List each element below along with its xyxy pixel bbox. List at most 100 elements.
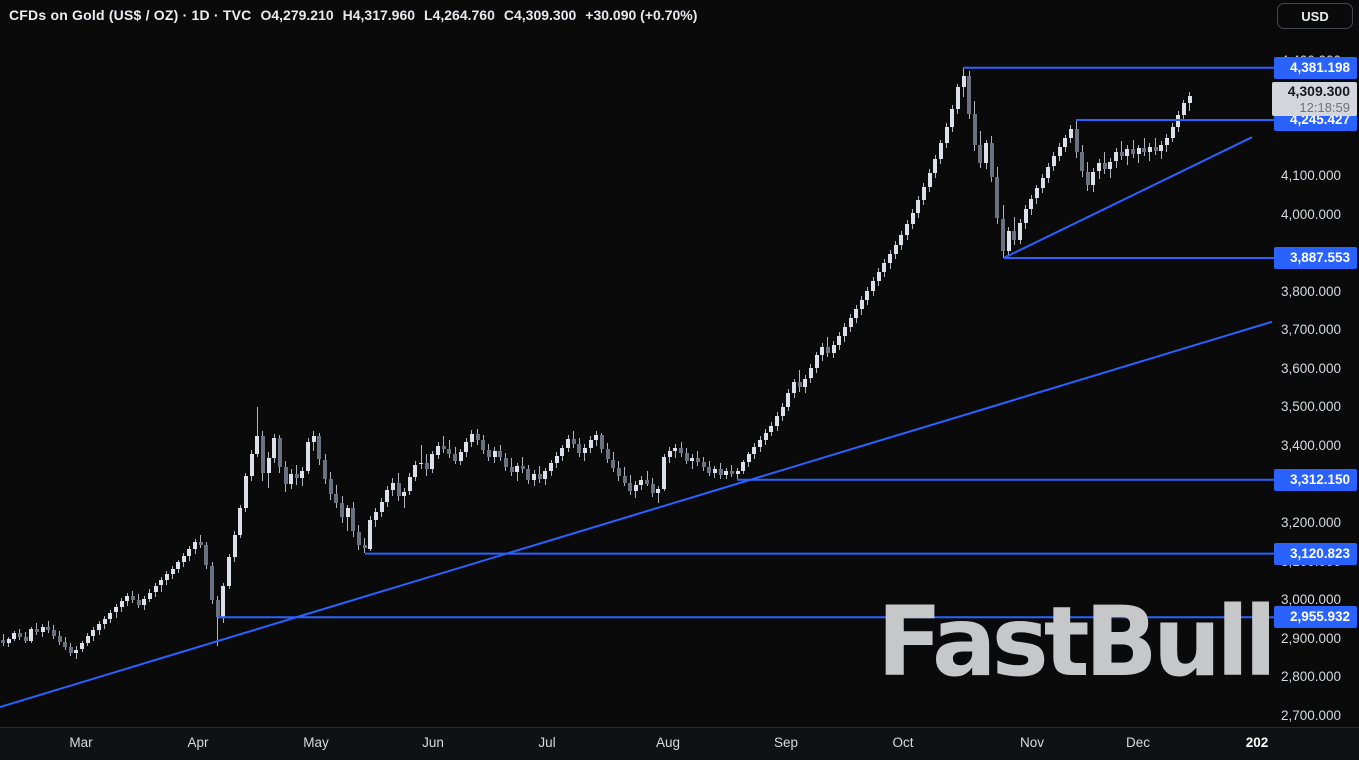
candle-up — [142, 599, 147, 605]
candle-up — [667, 450, 672, 457]
chart-header: CFDs on Gold (US$ / OZ) · 1D · TVC O4,27… — [0, 0, 1359, 30]
price-tick: 3,400.000 — [1281, 438, 1342, 453]
candle-up — [266, 457, 271, 473]
month-label: Mar — [69, 735, 93, 750]
candle-down — [707, 467, 712, 473]
price-level-label[interactable]: 3,887.553 — [1274, 247, 1357, 269]
price-tick: 4,100.000 — [1281, 168, 1342, 184]
candle-up — [554, 455, 559, 464]
price-level-label[interactable]: 4,381.198 — [1274, 56, 1357, 79]
candle-down — [17, 632, 22, 637]
price-tick: 2,800.000 — [1281, 669, 1342, 685]
price-level-label[interactable]: 3,120.823 — [1274, 542, 1357, 565]
candle-up — [379, 501, 384, 513]
candle-up — [227, 557, 231, 586]
candle-down — [1, 639, 5, 643]
candle-up — [905, 224, 909, 235]
candle-down — [68, 647, 73, 654]
candle-down — [503, 457, 508, 468]
candle-up — [85, 635, 90, 644]
candle-up — [769, 425, 774, 433]
candle-up — [1006, 230, 1011, 252]
candle-wick — [691, 453, 693, 470]
candle-up — [532, 473, 537, 480]
candle-up — [955, 87, 960, 109]
candle-up — [238, 507, 243, 535]
candle-down — [797, 382, 802, 388]
candle-up — [876, 271, 881, 281]
candle-up — [549, 463, 554, 471]
price-level-label[interactable]: 2,955.932 — [1274, 606, 1357, 629]
candle-up — [662, 456, 667, 490]
candle-down — [679, 447, 683, 453]
ohlc-low: L4,264.760 — [424, 7, 495, 23]
month-label: Oct — [892, 735, 914, 750]
price-tick: 3,200.000 — [1281, 515, 1342, 531]
candle-up — [243, 476, 248, 508]
candle-up — [837, 336, 842, 345]
month-label: Sep — [773, 735, 799, 750]
candle-up — [673, 447, 678, 451]
candle-down — [424, 463, 429, 470]
candle-down — [204, 545, 209, 566]
candle-up — [102, 618, 107, 625]
month-label: Dec — [1125, 735, 1150, 750]
ohlc-close: C4,309.300 — [503, 7, 577, 23]
candle-down — [526, 469, 531, 480]
month-label: Jun — [422, 735, 444, 750]
month-label: May — [303, 735, 329, 750]
candle-up — [927, 173, 932, 187]
candle-down — [978, 145, 983, 163]
price-tick: 3,600.000 — [1281, 360, 1342, 376]
candle-down — [63, 641, 68, 648]
candle-down — [537, 473, 542, 479]
candle-up — [164, 574, 169, 581]
candle-down — [616, 468, 621, 476]
candle-up — [690, 457, 695, 461]
candle-down — [453, 453, 457, 461]
candle-up — [1040, 178, 1045, 189]
candle-up — [492, 450, 497, 457]
candle-up — [1097, 162, 1102, 172]
candle-up — [469, 433, 474, 443]
candle-up — [402, 491, 407, 497]
candle-down — [481, 440, 486, 450]
candle-down — [23, 636, 28, 641]
candle-up — [639, 479, 644, 486]
price-tick: 3,000.000 — [1281, 592, 1342, 608]
candle-up — [786, 392, 791, 407]
candle-up — [413, 464, 418, 477]
candle-down — [34, 629, 39, 632]
candle-up — [741, 462, 746, 471]
time-scale[interactable]: Mar Apr May Jun Jul Aug Sep Oct Nov Dec 202 — [0, 727, 1359, 760]
currency-button[interactable]: USD — [1277, 3, 1353, 29]
candle-down — [334, 494, 339, 504]
candle-down — [628, 482, 633, 492]
candle-up — [594, 435, 599, 441]
candle-down — [645, 479, 650, 484]
candle-up — [712, 469, 717, 473]
price-tick: 3,500.000 — [1281, 399, 1342, 415]
candle-down — [695, 457, 700, 463]
price-tick: 2,900.000 — [1281, 630, 1342, 646]
candle-up — [1159, 145, 1164, 152]
price-tick: 3,700.000 — [1281, 322, 1342, 338]
candle-up — [961, 75, 966, 88]
current-price-label: 4,309.300 12:18:59 — [1272, 82, 1357, 117]
candle-up — [1063, 138, 1068, 148]
candle-down — [684, 452, 689, 461]
candle-wick — [420, 445, 422, 470]
candle-up — [633, 485, 638, 492]
candle-down — [441, 446, 446, 450]
candle-down — [599, 435, 604, 450]
candle-up — [1181, 102, 1186, 116]
candle-up — [300, 471, 305, 478]
current-price-value: 4,309.300 — [1287, 83, 1350, 100]
candle-down — [571, 439, 576, 444]
candle-up — [515, 466, 520, 473]
change-value: +30.090 (+0.70%) — [585, 7, 698, 23]
candle-down — [130, 596, 135, 601]
candle-up — [1023, 208, 1028, 224]
price-level-label[interactable]: 3,312.150 — [1274, 468, 1357, 491]
candle-up — [814, 355, 819, 369]
